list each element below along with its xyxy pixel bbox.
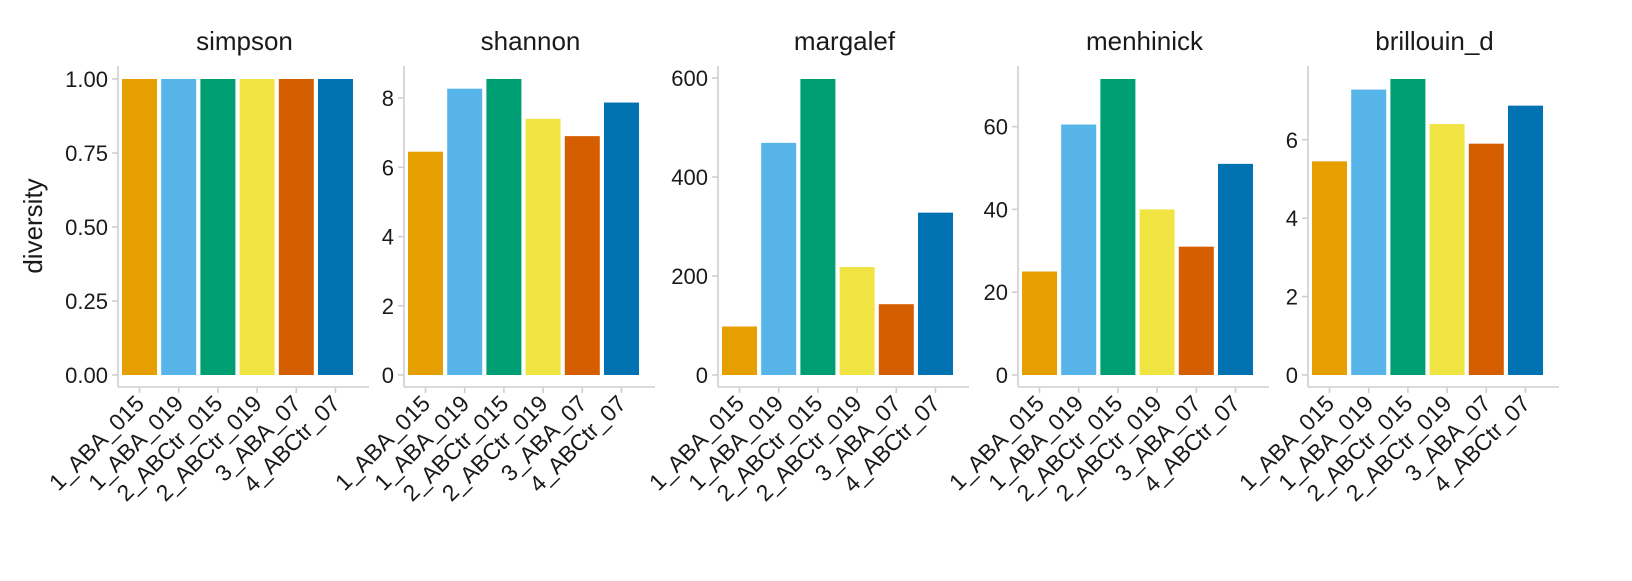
y-tick-label: 0.00 bbox=[65, 363, 108, 388]
bar-4-abctr-07 bbox=[604, 102, 639, 376]
y-tick-label: 4 bbox=[382, 225, 394, 250]
y-tick-label: 1.00 bbox=[65, 67, 108, 92]
bar-1-aba-019 bbox=[1061, 124, 1097, 376]
y-axis-title: diversity bbox=[18, 178, 48, 273]
bar-2-abctr-019 bbox=[1139, 209, 1175, 375]
y-tick-label: 600 bbox=[671, 66, 708, 91]
bar-3-aba-07 bbox=[878, 304, 914, 375]
bar-4-abctr-07 bbox=[318, 79, 353, 375]
y-tick-label: 0 bbox=[382, 363, 394, 388]
bar-1-aba-015 bbox=[122, 79, 157, 375]
y-tick-label: 8 bbox=[382, 86, 394, 111]
bar-2-abctr-019 bbox=[839, 267, 875, 375]
bar-2-abctr-015 bbox=[800, 79, 836, 375]
bar-3-aba-07 bbox=[1468, 143, 1504, 375]
bar-1-aba-019 bbox=[447, 88, 483, 375]
bar-3-aba-07 bbox=[564, 136, 600, 375]
facet-title-brillouin-d: brillouin_d bbox=[1375, 26, 1494, 56]
bar-3-aba-07 bbox=[1178, 246, 1214, 375]
y-tick-label: 6 bbox=[382, 155, 394, 180]
bar-4-abctr-07 bbox=[918, 212, 953, 375]
bar-2-abctr-015 bbox=[1390, 79, 1426, 375]
bar-3-aba-07 bbox=[278, 79, 314, 375]
facet-title-shannon: shannon bbox=[481, 26, 581, 56]
y-tick-label: 40 bbox=[984, 197, 1008, 222]
bar-1-aba-015 bbox=[408, 151, 443, 375]
facet-title-simpson: simpson bbox=[196, 26, 293, 56]
bar-4-abctr-07 bbox=[1508, 105, 1543, 375]
bar-1-aba-019 bbox=[1351, 89, 1387, 375]
bar-1-aba-015 bbox=[722, 326, 757, 375]
y-tick-label: 0 bbox=[1286, 363, 1298, 388]
y-tick-label: 2 bbox=[1286, 285, 1298, 310]
y-tick-label: 4 bbox=[1286, 206, 1298, 231]
y-tick-label: 0.25 bbox=[65, 289, 108, 314]
bar-1-aba-015 bbox=[1312, 161, 1347, 375]
y-tick-label: 6 bbox=[1286, 128, 1298, 153]
y-tick-label: 200 bbox=[671, 264, 708, 289]
y-tick-label: 400 bbox=[671, 165, 708, 190]
bar-1-aba-019 bbox=[761, 142, 797, 375]
bar-2-abctr-019 bbox=[1429, 124, 1465, 375]
y-tick-label: 2 bbox=[382, 294, 394, 319]
y-tick-label: 0 bbox=[696, 363, 708, 388]
facet-title-menhinick: menhinick bbox=[1086, 26, 1204, 56]
bar-2-abctr-019 bbox=[525, 118, 561, 375]
facet-title-margalef: margalef bbox=[794, 26, 896, 56]
y-tick-label: 0.50 bbox=[65, 215, 108, 240]
y-tick-label: 0.75 bbox=[65, 141, 108, 166]
y-tick-label: 0 bbox=[996, 363, 1008, 388]
bar-4-abctr-07 bbox=[1218, 163, 1253, 375]
bar-2-abctr-015 bbox=[486, 79, 522, 375]
bar-2-abctr-015 bbox=[1100, 79, 1136, 375]
bar-2-abctr-015 bbox=[200, 79, 236, 375]
y-tick-label: 20 bbox=[984, 280, 1008, 305]
bar-1-aba-015 bbox=[1022, 271, 1057, 375]
y-tick-label: 60 bbox=[984, 115, 1008, 140]
bar-2-abctr-019 bbox=[239, 79, 275, 375]
bar-1-aba-019 bbox=[161, 79, 197, 375]
